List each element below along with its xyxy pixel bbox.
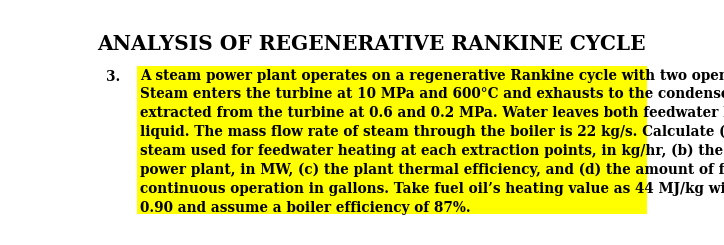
FancyBboxPatch shape — [137, 66, 647, 214]
Text: 3.: 3. — [106, 70, 120, 84]
Text: ANALYSIS OF REGENERATIVE RANKINE CYCLE: ANALYSIS OF REGENERATIVE RANKINE CYCLE — [97, 34, 645, 54]
Text: A steam power plant operates on a regenerative Rankine cycle with two open feedw: A steam power plant operates on a regene… — [140, 69, 724, 215]
